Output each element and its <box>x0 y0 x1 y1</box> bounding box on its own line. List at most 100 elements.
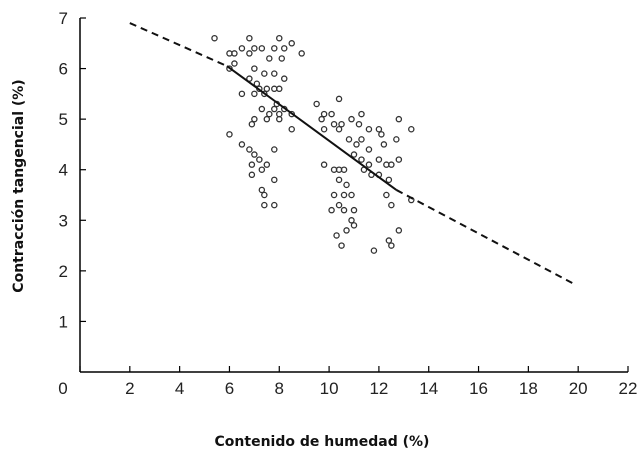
y-tick-label: 1 <box>59 312 68 331</box>
data-point <box>251 151 258 158</box>
data-point <box>388 161 395 168</box>
data-point <box>365 161 373 168</box>
data-point <box>375 126 383 133</box>
regression-line-dashed <box>395 189 574 285</box>
data-point <box>340 206 348 214</box>
data-point <box>348 191 355 199</box>
data-point <box>395 227 403 234</box>
data-point <box>276 115 283 123</box>
data-point <box>365 126 373 133</box>
data-point <box>383 191 390 199</box>
data-point <box>238 90 246 98</box>
data-point <box>385 176 393 184</box>
y-axis-title: Contracción tangencial (%) <box>11 79 27 292</box>
data-point <box>231 60 238 67</box>
data-point <box>328 206 335 214</box>
data-point <box>320 161 328 168</box>
data-point <box>248 171 256 179</box>
x-axis-title: Contenido de humedad (%) <box>215 434 430 450</box>
data-point <box>248 161 256 168</box>
data-point <box>271 176 278 184</box>
data-point <box>238 45 246 52</box>
data-point <box>271 85 278 93</box>
data-point <box>251 65 258 72</box>
data-point <box>340 166 348 173</box>
x-ticks: 0 2 4 6 8 10 12 14 16 18 20 22 <box>58 366 637 398</box>
data-point <box>263 85 271 93</box>
data-point <box>258 186 266 194</box>
y-tick-label: 4 <box>59 161 68 180</box>
data-point <box>388 201 395 209</box>
data-point <box>408 126 415 133</box>
regression-line-solid <box>226 65 397 191</box>
data-point <box>353 141 360 148</box>
data-point <box>358 110 365 118</box>
x-tick-label: 14 <box>419 379 438 398</box>
data-point <box>256 156 263 163</box>
data-point <box>281 45 288 52</box>
data-point <box>246 146 253 153</box>
data-point <box>258 45 266 52</box>
data-point <box>248 120 256 128</box>
data-point <box>271 105 278 113</box>
data-point <box>380 141 388 148</box>
data-point <box>246 34 253 42</box>
data-point <box>348 217 355 224</box>
data-point <box>288 126 295 133</box>
data-point <box>328 110 335 118</box>
data-point <box>345 136 353 143</box>
data-point <box>263 115 271 123</box>
data-point <box>318 115 325 123</box>
data-point <box>261 90 268 98</box>
data-point <box>258 166 266 173</box>
data-point <box>350 206 358 214</box>
y-tick-label: 2 <box>59 262 68 281</box>
data-point <box>261 201 268 209</box>
data-point <box>375 156 383 163</box>
y-tick-label: 5 <box>59 110 68 129</box>
data-point <box>251 115 258 123</box>
data-point <box>261 70 268 77</box>
data-point <box>338 120 345 128</box>
data-point <box>258 105 266 113</box>
data-point <box>335 201 343 209</box>
y-tick-label: 3 <box>59 211 68 230</box>
data-point <box>370 247 378 254</box>
data-point <box>261 191 268 199</box>
x-tick-label: 8 <box>275 379 284 398</box>
data-point <box>365 146 373 153</box>
data-point <box>320 110 328 118</box>
data-point <box>358 156 365 163</box>
x-tick-label: 4 <box>175 379 184 398</box>
x-tick-label: 20 <box>569 379 588 398</box>
x-tick-label: 6 <box>225 379 234 398</box>
data-point <box>231 50 238 57</box>
y-tick-label: 6 <box>59 60 68 79</box>
data-point <box>330 120 338 128</box>
data-point <box>333 232 340 239</box>
data-point <box>350 151 358 158</box>
data-point <box>358 136 365 143</box>
x-tick-label: 2 <box>125 379 134 398</box>
data-point <box>246 50 253 57</box>
data-point <box>320 126 328 133</box>
data-point <box>393 136 400 143</box>
data-point <box>271 45 278 52</box>
data-point <box>271 70 278 77</box>
data-point <box>281 75 288 82</box>
x-tick-label: 12 <box>369 379 388 398</box>
x-tick-label: 16 <box>469 379 488 398</box>
data-point <box>226 131 233 138</box>
data-point <box>378 131 385 138</box>
y-tick-label: 7 <box>59 9 68 28</box>
data-point <box>385 237 393 244</box>
data-point <box>238 141 246 148</box>
data-point <box>271 201 278 209</box>
data-point <box>288 40 295 47</box>
data-point <box>338 242 345 249</box>
data-point <box>395 156 403 163</box>
x-tick-label: 10 <box>320 379 339 398</box>
data-point <box>271 146 278 153</box>
x-tick-label: 18 <box>519 379 538 398</box>
